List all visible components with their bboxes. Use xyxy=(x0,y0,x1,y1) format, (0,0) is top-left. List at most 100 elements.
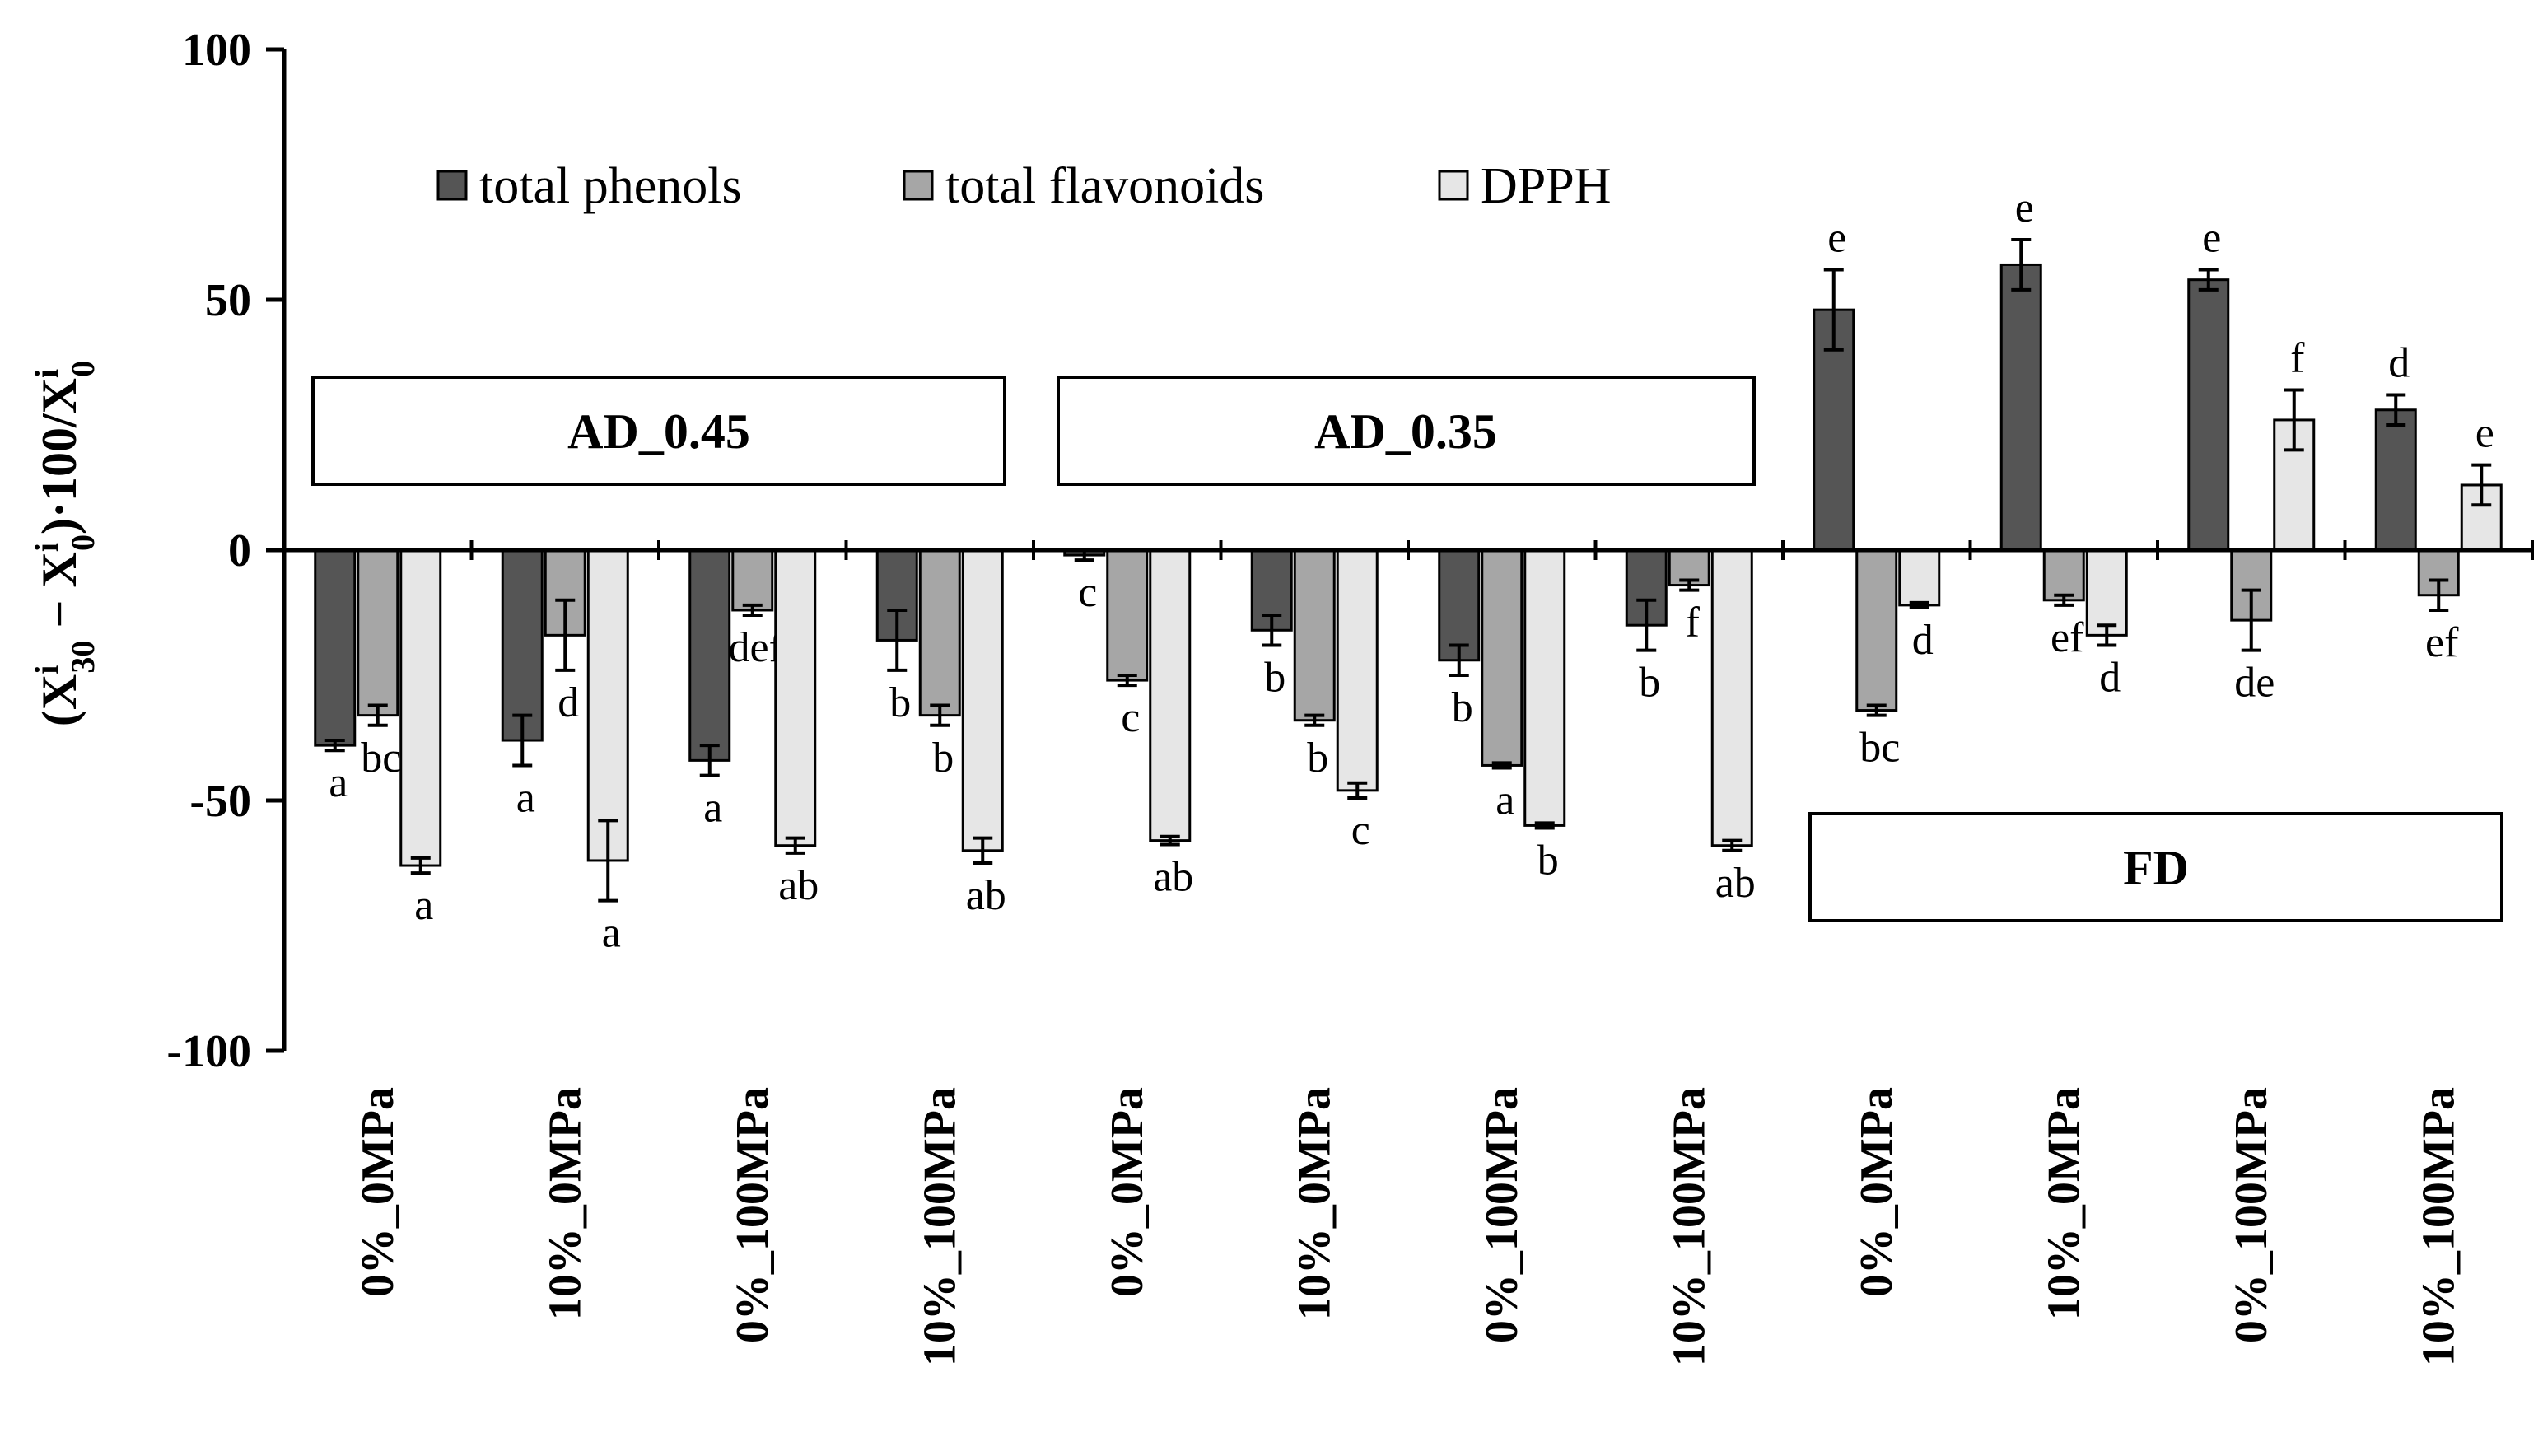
significance-letter-total-phenols-10: e xyxy=(2202,215,2221,262)
legend-item-dpph: DPPH xyxy=(1438,158,1612,214)
error-bar-total-flavonoids-4 xyxy=(1117,674,1137,688)
error-bar-total-phenols-9 xyxy=(2011,238,2032,292)
error-bar-total-phenols-5 xyxy=(1262,614,1282,647)
significance-letter-dpph-10: f xyxy=(2290,334,2305,381)
error-bar-total-flavonoids-6 xyxy=(1491,761,1512,770)
error-bar-total-flavonoids-2 xyxy=(742,603,763,618)
error-bar-total-phenols-6 xyxy=(1449,643,1469,677)
legend-swatch-total-flavonoids xyxy=(903,170,934,201)
group-box-ad-035: AD_0.35 xyxy=(1057,376,1756,486)
error-bar-dpph-9 xyxy=(2097,623,2117,647)
significance-letter-total-phenols-4: c xyxy=(1078,569,1097,616)
error-bar-dpph-11 xyxy=(2471,463,2492,507)
significance-letter-total-phenols-3: b xyxy=(889,679,911,726)
group-label-ad-045: AD_0.45 xyxy=(567,404,750,459)
bar-dpph-6 xyxy=(1523,548,1566,827)
bar-total-flavonoids-3 xyxy=(918,548,961,717)
error-bar-dpph-3 xyxy=(973,836,993,865)
significance-letter-dpph-6: b xyxy=(1537,837,1559,884)
y-tick-label-3: -50 xyxy=(189,776,251,827)
group-box-fd-frame xyxy=(1808,812,2503,922)
significance-letter-total-flavonoids-11: ef xyxy=(2425,619,2459,666)
bar-dpph-0 xyxy=(399,548,442,867)
error-bar-dpph-2 xyxy=(785,836,805,855)
bar-total-phenols-9 xyxy=(1999,263,2042,552)
legend-item-total-phenols: total phenols xyxy=(436,158,742,214)
legend-swatch-total-phenols xyxy=(436,170,468,201)
significance-letter-total-phenols-1: a xyxy=(516,774,535,821)
bar-total-flavonoids-2 xyxy=(731,548,774,612)
error-bar-total-flavonoids-11 xyxy=(2429,578,2449,612)
category-label-5: 10%_0MPa xyxy=(1289,1087,1340,1320)
category-label-4: 0%_0MPa xyxy=(1102,1087,1153,1297)
significance-letter-total-flavonoids-10: de xyxy=(2234,660,2275,707)
bar-total-phenols-10 xyxy=(2187,278,2230,552)
significance-letter-dpph-3: ab xyxy=(966,872,1006,919)
legend-swatch-dpph xyxy=(1438,170,1469,201)
significance-letter-total-phenols-0: a xyxy=(329,759,348,806)
bar-total-flavonoids-9 xyxy=(2042,548,2085,602)
axes: 100 50 0 -50 -100 0%_0MPa 10%_0MPa 0%_100MPa 10%… xyxy=(166,25,2534,1366)
error-bar-total-flavonoids-1 xyxy=(555,598,576,672)
bar-dpph-2 xyxy=(774,548,817,847)
category-label-9: 10%_0MPa xyxy=(2038,1087,2089,1320)
significance-letter-total-flavonoids-7: f xyxy=(1686,600,1701,646)
bar-dpph-8 xyxy=(1898,548,1941,607)
error-bar-total-phenols-11 xyxy=(2386,393,2406,427)
bar-total-phenols-11 xyxy=(2374,408,2417,552)
bar-dpph-4 xyxy=(1149,548,1192,842)
significance-letter-dpph-1: a xyxy=(602,910,621,957)
y-tick-label-1: 50 xyxy=(205,275,251,326)
significance-letter-total-flavonoids-1: d xyxy=(558,679,579,726)
error-bar-total-phenols-10 xyxy=(2198,268,2219,292)
error-bar-dpph-8 xyxy=(1909,600,1929,609)
error-bar-total-phenols-1 xyxy=(512,713,533,768)
bar-dpph-9 xyxy=(2085,548,2128,637)
legend-label-total-flavonoids: total flavonoids xyxy=(945,158,1264,214)
bar-total-flavonoids-4 xyxy=(1106,548,1149,682)
group-box-ad-035-frame xyxy=(1057,376,1756,486)
significance-letter-total-flavonoids-8: bc xyxy=(1859,725,1900,772)
category-label-8: 0%_0MPa xyxy=(1851,1087,1902,1297)
category-label-0: 0%_0MPa xyxy=(352,1087,404,1297)
significance-letter-total-flavonoids-0: bc xyxy=(361,735,401,782)
category-label-2: 0%_100MPa xyxy=(727,1087,778,1343)
category-label-6: 0%_100MPa xyxy=(1477,1087,1528,1343)
error-bar-total-phenols-0 xyxy=(324,739,345,753)
error-bar-dpph-7 xyxy=(1722,838,1743,852)
category-label-3: 10%_100MPa xyxy=(914,1087,965,1366)
significance-letter-dpph-2: ab xyxy=(778,862,819,909)
group-label-fd: FD xyxy=(2123,841,2189,895)
significance-letter-total-flavonoids-4: c xyxy=(1121,694,1140,741)
bar-total-flavonoids-0 xyxy=(357,548,399,717)
error-bar-total-phenols-2 xyxy=(699,744,720,777)
error-bar-dpph-5 xyxy=(1347,781,1368,800)
significance-letter-dpph-7: ab xyxy=(1715,860,1756,907)
category-label-11: 10%_100MPa xyxy=(2413,1087,2464,1366)
significance-letter-dpph-9: d xyxy=(2099,655,2121,702)
significance-letter-dpph-5: c xyxy=(1351,807,1370,854)
significance-letter-total-flavonoids-5: b xyxy=(1307,735,1328,782)
significance-letter-dpph-11: e xyxy=(2475,410,2494,457)
legend-label-dpph: DPPH xyxy=(1481,158,1612,214)
error-bar-total-flavonoids-10 xyxy=(2241,588,2261,652)
legend-item-total-flavonoids: total flavonoids xyxy=(903,158,1264,214)
error-bar-total-flavonoids-3 xyxy=(930,703,950,727)
group-label-ad-035: AD_0.35 xyxy=(1314,404,1497,459)
error-bar-dpph-10 xyxy=(2284,388,2304,452)
bar-total-flavonoids-8 xyxy=(1855,548,1898,712)
group-box-fd: FD xyxy=(1808,812,2503,922)
error-bar-dpph-6 xyxy=(1534,821,1555,830)
significance-letter-dpph-4: ab xyxy=(1153,854,1193,901)
error-bar-total-phenols-8 xyxy=(1823,268,1844,352)
error-bar-total-flavonoids-9 xyxy=(2054,593,2074,607)
y-axis-label: (Xi30 − Xi0)·100/Xi0 xyxy=(28,361,101,726)
error-bar-total-flavonoids-5 xyxy=(1304,713,1325,727)
error-bar-dpph-1 xyxy=(598,819,618,903)
bar-total-phenols-2 xyxy=(688,548,731,762)
category-label-1: 10%_0MPa xyxy=(539,1087,590,1320)
bar-dpph-3 xyxy=(961,548,1004,852)
significance-letter-total-phenols-11: d xyxy=(2388,340,2410,387)
